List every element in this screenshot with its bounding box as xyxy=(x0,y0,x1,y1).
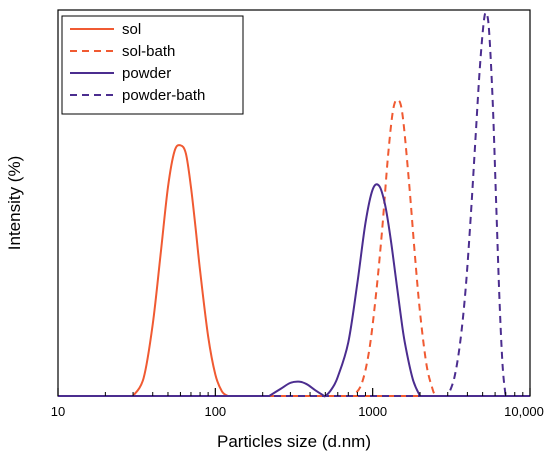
series-line-powder-bath xyxy=(58,11,530,397)
legend-label-sol-bath: sol-bath xyxy=(122,43,175,60)
x-tick-label: 10,000 xyxy=(504,404,544,419)
series-line-sol xyxy=(58,144,530,397)
legend-label-powder: powder xyxy=(122,65,171,82)
legend-label-powder-bath: powder-bath xyxy=(122,87,205,104)
plot-area: 10 100 1000 10,000 xyxy=(51,9,544,419)
legend-box xyxy=(61,15,244,115)
x-axis-label: Particles size (d.nm) xyxy=(217,432,371,451)
legend: sol sol-bath powder powder-bath xyxy=(61,15,244,115)
x-tick-label: 1000 xyxy=(358,404,387,419)
x-tick-label: 10 xyxy=(51,404,65,419)
y-axis-label: Intensity (%) xyxy=(5,156,24,250)
x-tick-label: 100 xyxy=(204,404,226,419)
x-axis-ticks: 10 100 1000 10,000 xyxy=(51,388,544,419)
series-line-powder xyxy=(58,183,530,398)
series-line-sol-bath xyxy=(58,98,530,397)
series-layer xyxy=(58,11,530,398)
legend-label-sol: sol xyxy=(122,21,141,38)
